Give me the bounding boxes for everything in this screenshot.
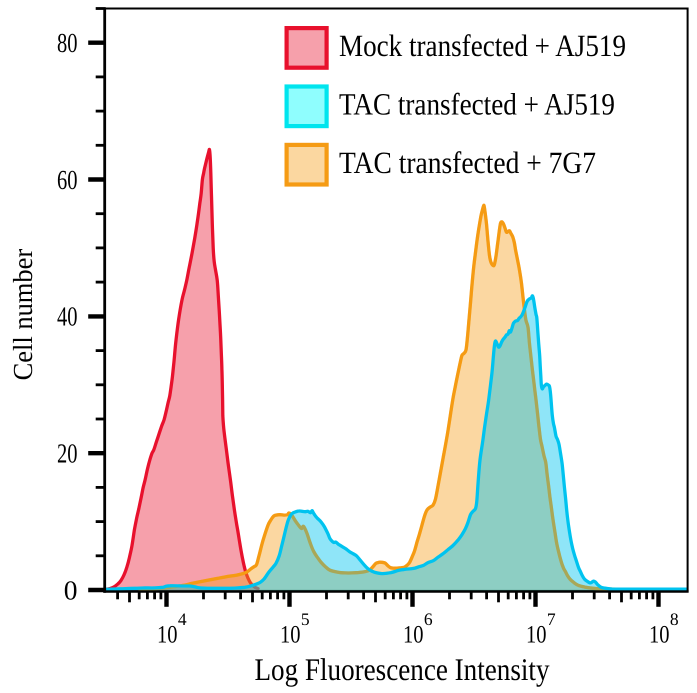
svg-text:10: 10 xyxy=(280,622,301,649)
svg-text:40: 40 xyxy=(57,301,78,332)
svg-text:0: 0 xyxy=(64,574,78,605)
svg-text:10: 10 xyxy=(157,622,178,649)
svg-text:4: 4 xyxy=(178,609,187,629)
svg-text:TAC transfected + AJ519: TAC transfected + AJ519 xyxy=(339,86,615,121)
svg-text:TAC transfected + 7G7: TAC transfected + 7G7 xyxy=(339,145,596,180)
svg-text:20: 20 xyxy=(57,438,78,469)
svg-text:10: 10 xyxy=(526,622,547,649)
svg-text:10: 10 xyxy=(403,622,424,649)
svg-text:80: 80 xyxy=(57,27,78,58)
svg-text:5: 5 xyxy=(301,609,310,629)
svg-text:10: 10 xyxy=(649,622,670,649)
svg-text:6: 6 xyxy=(424,609,433,629)
svg-text:Cell number: Cell number xyxy=(7,249,38,381)
svg-text:Mock transfected + AJ519: Mock transfected + AJ519 xyxy=(339,28,626,63)
svg-text:60: 60 xyxy=(57,164,78,195)
svg-text:7: 7 xyxy=(547,609,556,629)
svg-text:8: 8 xyxy=(670,609,679,629)
svg-text:Log Fluorescence Intensity: Log Fluorescence Intensity xyxy=(255,652,550,687)
